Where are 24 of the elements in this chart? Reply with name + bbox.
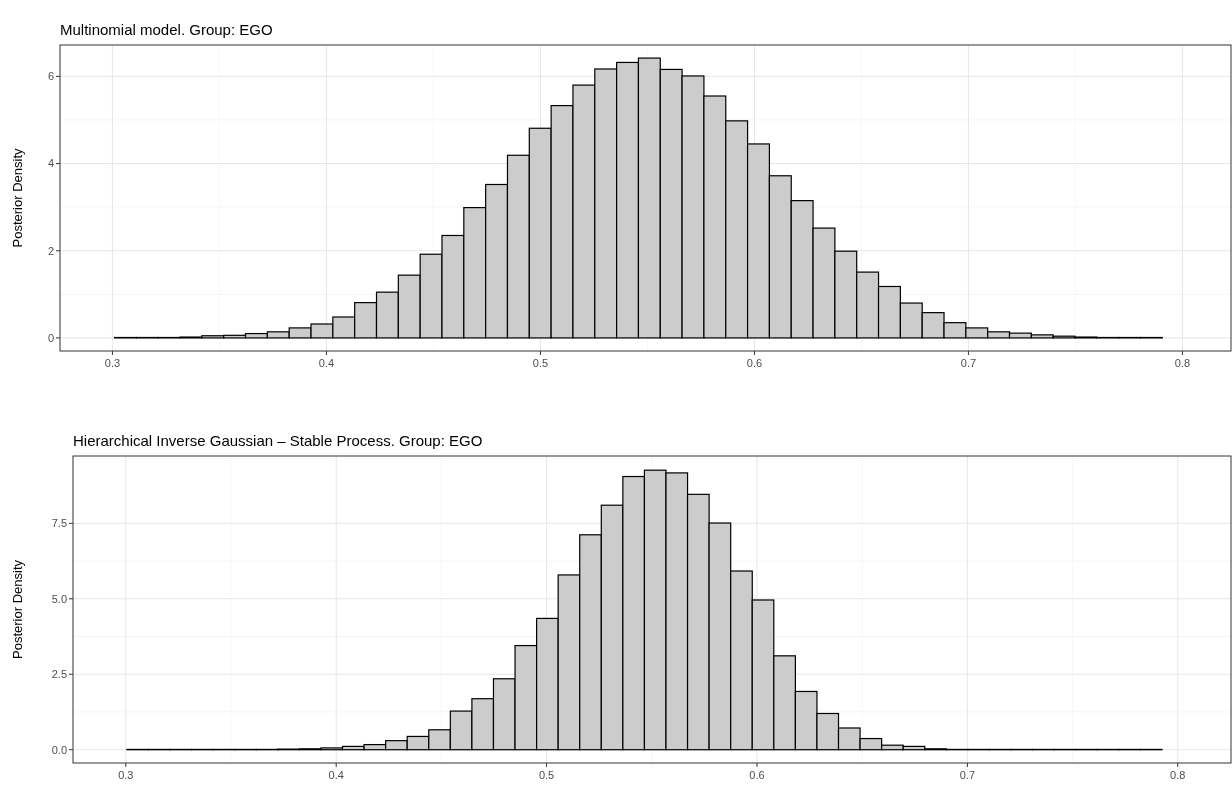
chart-title: Hierarchical Inverse Gaussian – Stable Process. Group: EGO <box>73 432 483 449</box>
x-tick-label: 0.5 <box>538 769 555 781</box>
y-tick-label: 7.5 <box>51 517 67 530</box>
x-tick-label: 0.4 <box>318 357 335 369</box>
y-tick-label: 5.0 <box>51 592 67 605</box>
y-tick-label: 2 <box>47 244 54 257</box>
x-tick-label: 0.8 <box>1170 769 1186 781</box>
y-axis-title: Posterior Density <box>10 559 25 659</box>
y-tick-label: 2.5 <box>51 668 67 681</box>
chart-title: Multinomial model. Group: EGO <box>60 21 273 38</box>
y-tick-label: 6 <box>47 70 54 83</box>
y-axis-title: Posterior Density <box>10 148 25 248</box>
x-tick-label: 0.3 <box>104 357 121 369</box>
y-tick-label: 4 <box>47 157 54 170</box>
x-tick-label: 0.4 <box>328 769 344 781</box>
y-tick-label: 0.0 <box>51 743 67 756</box>
x-tick-label: 0.5 <box>532 357 549 369</box>
x-tick-label: 0.7 <box>959 769 976 781</box>
x-tick-label: 0.3 <box>118 769 134 781</box>
y-tick-label: 0 <box>47 331 54 344</box>
x-tick-label: 0.6 <box>746 357 763 369</box>
x-tick-label: 0.6 <box>749 769 765 781</box>
x-tick-label: 0.7 <box>960 357 977 369</box>
x-tick-label: 0.8 <box>1174 357 1191 369</box>
